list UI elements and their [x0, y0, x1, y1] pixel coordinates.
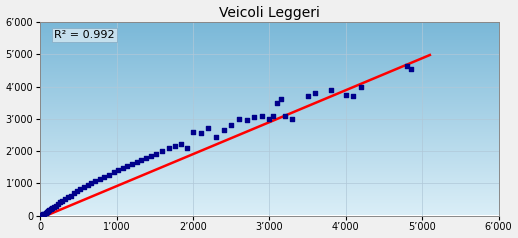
Point [277, 98, 285, 101]
Point [128, 162, 136, 166]
Point [96, 177, 104, 181]
Point [119, 166, 127, 170]
Point [48, 206, 56, 210]
Point [250, 115, 258, 119]
Point [357, 85, 365, 89]
Point [42, 210, 51, 214]
Point [58, 199, 66, 203]
Point [91, 179, 99, 183]
Point [47, 207, 55, 211]
Point [70, 191, 78, 195]
Point [88, 181, 96, 185]
Point [407, 67, 415, 71]
Point [41, 211, 50, 215]
Point [227, 123, 235, 127]
Point [204, 127, 212, 130]
Point [37, 213, 45, 217]
Point [164, 147, 172, 150]
Point [105, 173, 113, 176]
Point [220, 128, 228, 132]
Point [39, 212, 48, 216]
Point [342, 93, 350, 97]
Point [242, 119, 251, 122]
Title: Veicoli Leggeri: Veicoli Leggeri [219, 5, 320, 20]
Point [44, 209, 52, 213]
Point [76, 188, 84, 191]
Point [80, 186, 88, 189]
Point [40, 212, 49, 216]
Point [38, 213, 46, 217]
Point [109, 170, 118, 174]
Point [152, 152, 161, 155]
Point [114, 168, 122, 172]
Point [265, 117, 274, 121]
Point [50, 205, 58, 209]
Point [170, 144, 179, 148]
Point [123, 164, 132, 168]
Point [235, 117, 243, 121]
Point [83, 183, 92, 187]
Point [189, 130, 197, 134]
Point [100, 175, 109, 179]
Point [73, 189, 81, 193]
Point [212, 135, 220, 139]
Point [304, 94, 312, 98]
Point [177, 142, 185, 145]
Point [183, 146, 191, 150]
Point [196, 131, 205, 135]
Point [61, 197, 69, 201]
Point [54, 202, 62, 206]
Point [257, 114, 266, 118]
Point [64, 196, 72, 199]
Point [51, 203, 60, 207]
Point [137, 158, 145, 162]
Point [67, 193, 75, 197]
Point [269, 114, 278, 118]
Point [311, 91, 320, 95]
Point [403, 64, 411, 68]
Point [281, 114, 289, 118]
Point [45, 208, 53, 212]
Point [147, 154, 155, 158]
Point [288, 117, 296, 121]
Point [133, 160, 141, 164]
Point [159, 149, 167, 153]
Point [273, 101, 281, 104]
Text: R² = 0.992: R² = 0.992 [54, 30, 114, 40]
Point [326, 88, 335, 92]
Point [141, 156, 150, 160]
Point [56, 200, 64, 204]
Point [349, 94, 357, 98]
